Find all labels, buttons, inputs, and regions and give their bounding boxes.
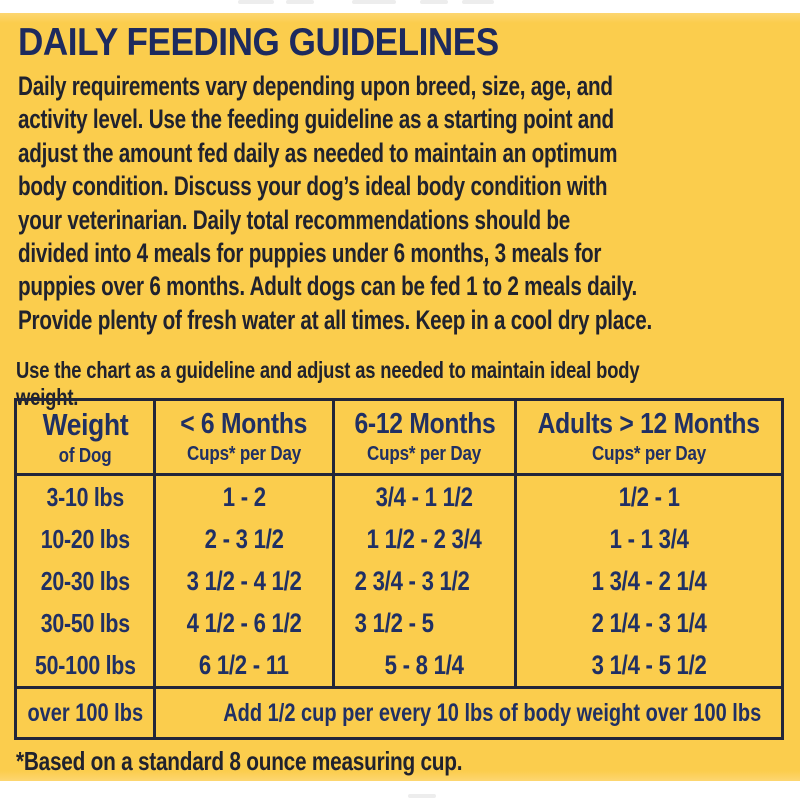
- header-weight: Weight of Dog: [17, 401, 156, 473]
- page-title: DAILY FEEDING GUIDELINES: [18, 21, 499, 64]
- cell-value: 50-100 lbs: [34, 649, 136, 680]
- cell-6-12: 3 1/2 - 5: [335, 602, 517, 644]
- cell-under-6: 1 - 2: [156, 476, 335, 518]
- artifact-mark: [238, 0, 274, 4]
- cell-value: 1/2 - 1: [618, 481, 680, 512]
- header-subtitle: of Dog: [58, 444, 112, 467]
- cell-value: 30-50 lbs: [40, 607, 130, 638]
- cell-6-12: 1 1/2 - 2 3/4: [335, 518, 517, 560]
- table-row: 10-20 lbs 2 - 3 1/2 1 1/2 - 2 3/4 1 - 1 …: [17, 518, 781, 560]
- header-adults: Adults > 12 Months Cups* per Day: [517, 401, 781, 473]
- intro-line: puppies over 6 months. Adult dogs can be…: [18, 271, 638, 302]
- table-header-row: Weight of Dog < 6 Months Cups* per Day 6…: [17, 401, 781, 476]
- cell-value: 3 1/2 - 5: [354, 607, 435, 638]
- intro-line: Provide plenty of fresh water at all tim…: [18, 304, 653, 335]
- cell-value: 2 3/4 - 3 1/2: [355, 565, 470, 596]
- cell-weight: 20-30 lbs: [17, 560, 156, 602]
- cell-under-6: 3 1/2 - 4 1/2: [156, 560, 335, 602]
- cell-weight: 30-50 lbs: [17, 602, 156, 644]
- cell-adult: 3 1/4 - 5 1/2: [517, 644, 781, 686]
- cell-value: 10-20 lbs: [40, 523, 130, 554]
- cell-6-12: 5 - 8 1/4: [335, 644, 517, 686]
- cell-under-6: 6 1/2 - 11: [156, 644, 335, 686]
- cell-weight: 3-10 lbs: [17, 476, 156, 518]
- cell-value: 2 1/4 - 3 1/4: [591, 607, 707, 638]
- header-6-12-months: 6-12 Months Cups* per Day: [335, 401, 517, 473]
- cell-under-6: 2 - 3 1/2: [156, 518, 335, 560]
- cell-under-6: 4 1/2 - 6 1/2: [156, 602, 335, 644]
- artifact-mark: [462, 0, 494, 4]
- intro-line: activity level. Use the feeding guidelin…: [18, 104, 614, 135]
- header-title: < 6 Months: [180, 408, 308, 440]
- header-under-6-months: < 6 Months Cups* per Day: [156, 401, 335, 473]
- header-subtitle: Cups* per Day: [367, 443, 482, 465]
- intro-paragraph: Daily requirements vary depending upon b…: [18, 70, 798, 337]
- cell-weight: 10-20 lbs: [17, 518, 156, 560]
- cell-value: over 100 lbs: [27, 698, 143, 727]
- intro-line: body condition. Discuss your dog’s ideal…: [18, 171, 608, 202]
- cell-value: 5 - 8 1/4: [384, 649, 465, 680]
- cell-adult: 1/2 - 1: [517, 476, 781, 518]
- cell-value: 6 1/2 - 11: [199, 649, 289, 680]
- cell-value: 4 1/2 - 6 1/2: [186, 607, 302, 638]
- table-footer-row: over 100 lbs Add 1/2 cup per every 10 lb…: [17, 689, 781, 737]
- table-row: 20-30 lbs 3 1/2 - 4 1/2 2 3/4 - 3 1/2 1 …: [17, 560, 781, 602]
- artifact-mark: [286, 0, 314, 4]
- cell-value: 1 1/2 - 2 3/4: [367, 523, 482, 554]
- cell-adult: 2 1/4 - 3 1/4: [517, 602, 781, 644]
- header-title: Weight: [42, 406, 128, 442]
- cell-value: 2 - 3 1/2: [204, 523, 284, 554]
- artifact-mark: [352, 0, 396, 4]
- cell-value: Add 1/2 cup per every 10 lbs of body wei…: [223, 698, 762, 727]
- cell-value: 3 1/4 - 5 1/2: [591, 649, 707, 680]
- intro-line: divided into 4 meals for puppies under 6…: [18, 237, 602, 268]
- cell-value: 3-10 lbs: [46, 481, 124, 512]
- footnote: *Based on a standard 8 ounce measuring c…: [16, 746, 463, 776]
- table-row: 3-10 lbs 1 - 2 3/4 - 1 1/2 1/2 - 1: [17, 476, 781, 518]
- label-background: DAILY FEEDING GUIDELINES Daily requireme…: [0, 13, 800, 781]
- intro-line: Daily requirements vary depending upon b…: [18, 71, 613, 101]
- table-row: 30-50 lbs 4 1/2 - 6 1/2 3 1/2 - 5 2 1/4 …: [17, 602, 781, 644]
- intro-line: adjust the amount fed daily as needed to…: [18, 137, 618, 168]
- cell-over-100-note: Add 1/2 cup per every 10 lbs of body wei…: [156, 689, 800, 737]
- cell-adult: 1 - 1 3/4: [517, 518, 781, 560]
- cell-weight: 50-100 lbs: [17, 644, 156, 686]
- feeding-table: Weight of Dog < 6 Months Cups* per Day 6…: [14, 398, 784, 740]
- cell-value: 1 - 1 3/4: [609, 523, 689, 554]
- cell-value: 3/4 - 1 1/2: [376, 481, 473, 512]
- artifact-mark: [420, 0, 448, 4]
- header-title: 6-12 Months: [353, 408, 495, 440]
- table-row: 50-100 lbs 6 1/2 - 11 5 - 8 1/4 3 1/4 - …: [17, 644, 781, 686]
- header-subtitle: Cups* per Day: [591, 443, 706, 465]
- cell-value: 20-30 lbs: [40, 565, 130, 596]
- cell-adult: 1 3/4 - 2 1/4: [517, 560, 781, 602]
- cell-weight-over-100: over 100 lbs: [17, 689, 156, 737]
- intro-line: your veterinarian. Daily total recommend…: [18, 204, 571, 235]
- chart-usage-note: Use the chart as a guideline and adjust …: [16, 357, 640, 410]
- table-body: 3-10 lbs 1 - 2 3/4 - 1 1/2 1/2 - 1 10-20…: [17, 476, 781, 689]
- cell-value: 1 - 2: [222, 481, 266, 512]
- header-subtitle: Cups* per Day: [186, 443, 301, 465]
- header-title: Adults > 12 Months: [537, 408, 761, 440]
- cell-6-12: 3/4 - 1 1/2: [335, 476, 517, 518]
- artifact-mark: [408, 794, 436, 798]
- cell-6-12: 2 3/4 - 3 1/2: [335, 560, 517, 602]
- cell-value: 3 1/2 - 4 1/2: [186, 565, 302, 596]
- cell-value: 1 3/4 - 2 1/4: [591, 565, 707, 596]
